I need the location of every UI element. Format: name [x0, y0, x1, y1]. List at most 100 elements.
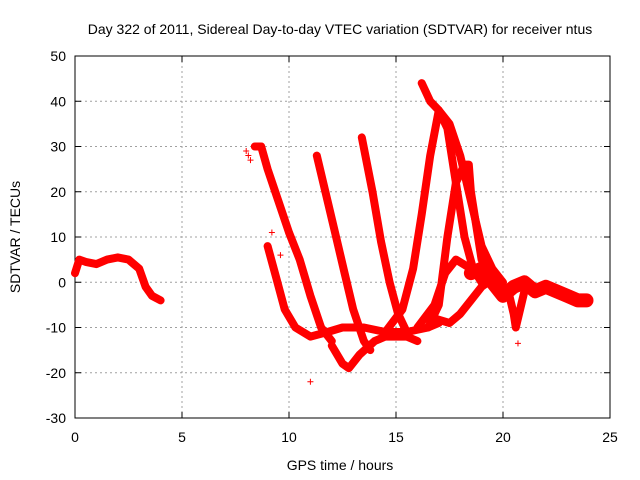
data-point-outliers — [245, 152, 252, 159]
data-point-track-h — [478, 256, 485, 263]
data-point-track-f — [410, 265, 417, 272]
y-axis-ticks: -30 -20 -10 0 10 20 30 40 50 — [46, 48, 610, 426]
data-point-late-cluster — [478, 265, 485, 272]
data-point-late-cluster — [489, 279, 496, 286]
data-point-early-tracks — [125, 256, 132, 263]
data-point-outliers — [307, 378, 314, 385]
data-point-track-b — [273, 274, 280, 281]
data-point-early-tracks — [82, 258, 89, 265]
data-point-track-a — [307, 292, 314, 299]
data-point-track-h — [467, 188, 474, 195]
data-point-late-cluster — [532, 288, 539, 295]
data-point-track-a — [275, 197, 282, 204]
data-point-track-i — [467, 297, 474, 304]
series-band-track-e — [327, 332, 422, 373]
data-point-track-j — [442, 270, 449, 277]
data-point-track-i — [431, 315, 438, 322]
data-point-track-a — [286, 229, 292, 236]
y-tick-label: 40 — [50, 93, 66, 109]
data-point-track-a — [264, 166, 271, 173]
y-tick-label: 10 — [50, 229, 66, 245]
data-point-track-b — [292, 324, 299, 331]
data-point-outliers — [514, 340, 521, 347]
data-point-track-c — [350, 306, 357, 313]
data-point-track-d — [386, 279, 393, 286]
x-tick-label: 10 — [281, 429, 297, 445]
data-point-early-tracks — [136, 265, 143, 272]
data-point-outliers — [268, 229, 275, 236]
data-point-track-d — [358, 134, 365, 141]
data-point-outliers — [243, 148, 250, 155]
data-point-track-b — [324, 329, 331, 336]
data-point-track-c — [333, 234, 340, 240]
data-point-track-e — [403, 333, 410, 340]
series-band-late-cluster — [463, 261, 594, 308]
series-band-track-c — [312, 151, 375, 355]
data-point-outliers — [247, 157, 254, 164]
x-axis-ticks: 0 5 10 15 20 25 — [71, 56, 618, 445]
x-tick-label: 5 — [178, 429, 186, 445]
data-point-track-b — [339, 324, 346, 331]
series-band-track-i — [430, 273, 499, 327]
data-point-late-cluster — [542, 283, 549, 290]
x-axis-label: GPS time / hours — [287, 457, 394, 473]
data-point-track-h — [425, 324, 432, 331]
data-point-track-f — [427, 152, 434, 159]
data-point-early-tracks — [72, 270, 78, 277]
y-tick-label: 50 — [50, 48, 66, 64]
data-point-track-b — [281, 306, 288, 313]
data-point-late-dip — [517, 306, 524, 313]
data-point-early-tracks — [142, 283, 149, 290]
data-point-late-cluster — [510, 283, 517, 290]
data-point-track-e — [414, 338, 421, 345]
data-point-track-b — [264, 243, 271, 250]
data-point-track-i — [478, 283, 485, 290]
x-tick-label: 0 — [71, 429, 79, 445]
data-point-late-cluster — [564, 292, 571, 299]
data-point-track-h — [452, 179, 459, 186]
chart-title: Day 322 of 2011, Sidereal Day-to-day VTE… — [88, 21, 592, 37]
data-point-early-tracks — [149, 292, 156, 299]
data-point-track-h — [465, 161, 472, 168]
data-point-early-tracks — [114, 254, 121, 261]
data-point-track-c — [313, 152, 320, 159]
data-point-track-c — [322, 188, 329, 195]
y-tick-label: -20 — [46, 365, 66, 381]
data-point-track-f — [418, 211, 425, 218]
data-point-track-e — [356, 351, 363, 358]
series-band-track-d — [357, 133, 411, 336]
data-point-track-j — [414, 324, 421, 331]
series-band-early-tracks — [71, 253, 165, 305]
data-point-track-f — [461, 234, 468, 240]
y-tick-label: 0 — [58, 274, 66, 290]
y-axis-label: SDTVAR / TECUs — [7, 181, 23, 293]
data-point-late-cluster — [521, 279, 528, 286]
data-point-track-f — [382, 329, 389, 336]
data-point-track-a — [258, 143, 265, 150]
data-point-track-g — [418, 80, 425, 87]
y-tick-label: -10 — [46, 320, 66, 336]
data-point-late-cluster — [500, 292, 506, 299]
data-point-track-d — [369, 188, 376, 195]
data-point-track-j — [452, 256, 459, 263]
data-point-late-dip — [506, 292, 513, 299]
data-point-track-g — [446, 120, 453, 127]
data-point-early-tracks — [157, 297, 164, 304]
data-point-track-g — [457, 152, 464, 159]
data-point-late-cluster — [467, 270, 474, 277]
data-point-track-a — [296, 256, 303, 263]
data-point-track-h — [444, 234, 451, 240]
data-point-track-c — [341, 270, 348, 277]
data-point-outliers — [277, 252, 284, 259]
data-point-late-cluster — [583, 297, 590, 304]
data-point-early-tracks — [76, 256, 83, 263]
data-point-late-dip — [512, 324, 519, 331]
data-point-track-b — [307, 333, 314, 340]
data-points — [71, 79, 594, 385]
data-point-track-j — [431, 301, 438, 308]
data-point-track-f — [399, 306, 406, 313]
x-tick-label: 25 — [602, 429, 618, 445]
data-point-track-a — [251, 143, 258, 150]
data-point-track-e — [328, 342, 335, 349]
